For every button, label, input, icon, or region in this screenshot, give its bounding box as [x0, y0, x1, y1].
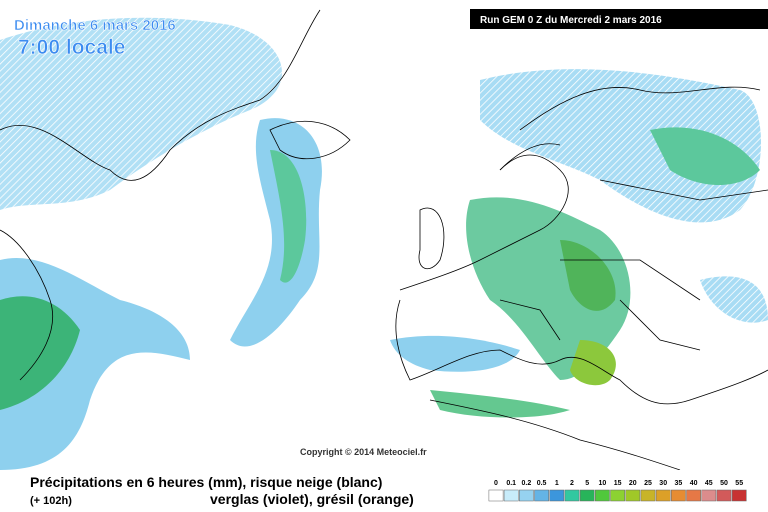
scale-label: 5	[585, 480, 589, 487]
scale-swatch	[640, 489, 656, 502]
scale-label: 30	[659, 480, 667, 487]
scale-swatch	[731, 489, 747, 502]
run-box	[470, 9, 768, 29]
scale-swatch	[488, 489, 504, 502]
scale-swatch	[625, 489, 641, 502]
scale-swatch	[655, 489, 671, 502]
scale-label: 0	[494, 480, 498, 487]
run-label: Run GEM 0 Z du Mercredi 2 mars 2016	[480, 15, 662, 26]
scale-swatch	[716, 489, 732, 502]
footer: Précipitations en 6 heures (mm), risque …	[0, 470, 768, 512]
scale-swatch	[579, 489, 595, 502]
scale-swatch	[503, 489, 519, 502]
date-title: Dimanche 6 mars 2016	[14, 17, 176, 34]
scale-label: 45	[705, 480, 713, 487]
caption: verglas (violet), grésil (orange)	[210, 491, 414, 507]
scale-label: 55	[735, 480, 743, 487]
scale-swatch	[610, 489, 625, 502]
color-scale: 0 0.1 0.2 0.5 1 2 5 10 15 20 25 30 35 40 45 50 55	[488, 480, 747, 502]
scale-label: 35	[675, 480, 683, 487]
scale-label: 2	[570, 480, 574, 487]
scale-label: 10	[599, 480, 607, 487]
scale-swatch	[671, 489, 686, 502]
scale-swatch	[549, 489, 565, 502]
map-area	[0, 9, 768, 471]
scale-swatch	[534, 489, 549, 502]
scale-label: 25	[644, 480, 652, 487]
scale-label: 50	[720, 480, 728, 487]
copyright: Copyright © 2014 Meteociel.fr	[300, 447, 427, 457]
scale-label: 0.2	[522, 480, 532, 487]
time-title: 7:00 locale	[18, 36, 125, 59]
scale-swatch	[595, 489, 610, 502]
scale-swatch	[564, 489, 580, 502]
lead-time: (+ 102h)	[30, 495, 72, 507]
scale-label: 1	[555, 480, 559, 487]
scale-label: 0.5	[537, 480, 547, 487]
scale-label: 0.1	[506, 480, 516, 487]
scale-label: 15	[614, 480, 622, 487]
caption: Précipitations en 6 heures (mm), risque …	[30, 474, 382, 490]
scale-label: 40	[690, 480, 698, 487]
scale-swatch	[686, 489, 701, 502]
scale-label: 20	[629, 480, 637, 487]
scale-swatch	[519, 489, 534, 502]
scale-swatch	[701, 489, 717, 502]
